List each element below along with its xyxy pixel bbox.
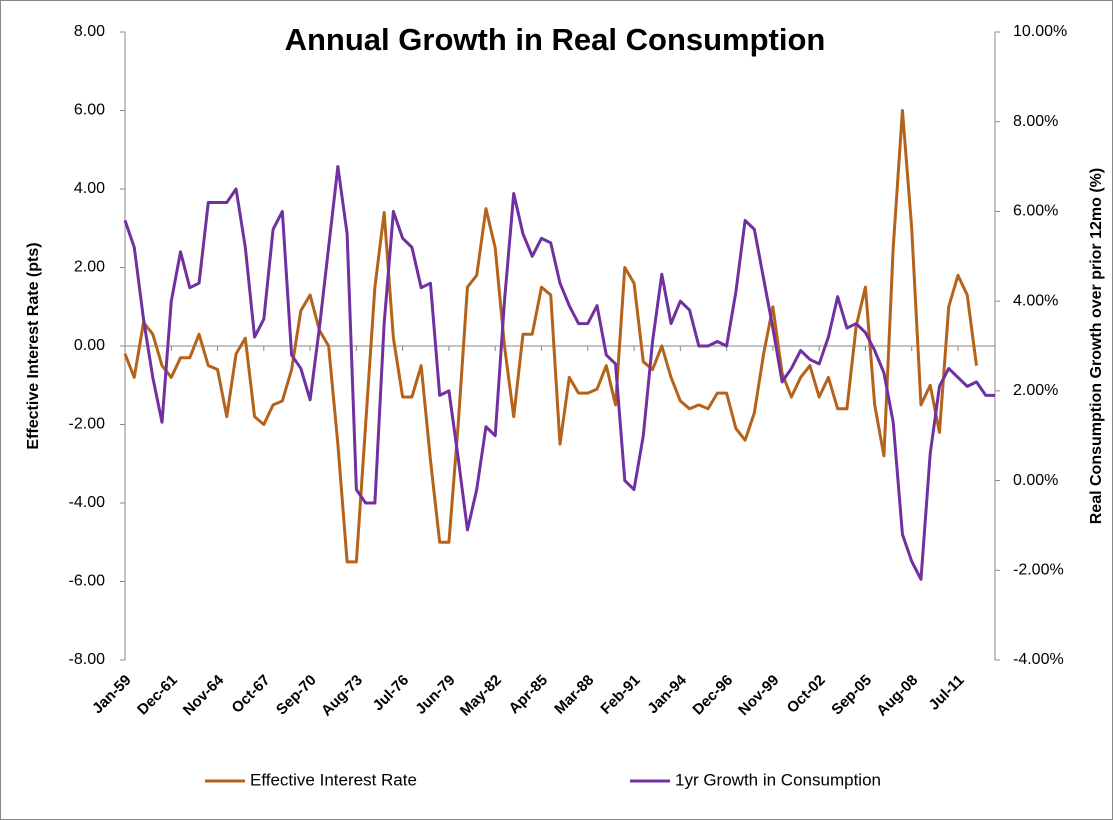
y-tick-label: 6.00 [74, 102, 105, 119]
y-tick-label: -6.00 [69, 573, 106, 590]
y2-tick-label: -4.00% [1013, 651, 1064, 668]
y-tick-label: -4.00 [69, 494, 106, 511]
chart-title: Annual Growth in Real Consumption [285, 22, 826, 57]
y2-tick-label: 8.00% [1013, 113, 1058, 130]
series-line [123, 109, 978, 564]
y-tick-label: 8.00 [74, 23, 105, 40]
y2-tick-label: 0.00% [1013, 472, 1058, 489]
y-tick-label: 2.00 [74, 259, 105, 276]
y-axis-title: Effective Interest Rate (pts) [25, 242, 42, 449]
y-tick-label: -2.00 [69, 416, 106, 433]
y-tick-label: 0.00 [74, 337, 105, 354]
y2-tick-label: 4.00% [1013, 292, 1058, 309]
legend-label: Effective Interest Rate [250, 770, 417, 789]
y-tick-label: 4.00 [74, 180, 105, 197]
legend-label: 1yr Growth in Consumption [675, 770, 881, 789]
y2-tick-label: 6.00% [1013, 203, 1058, 220]
y2-tick-label: -2.00% [1013, 562, 1064, 579]
y-tick-label: -8.00 [69, 651, 106, 668]
y2-axis-title: Real Consumption Growth over prior 12mo … [1088, 168, 1105, 524]
y2-tick-label: 2.00% [1013, 382, 1058, 399]
y2-tick-label: 10.00% [1013, 23, 1067, 40]
series-line [123, 165, 995, 581]
